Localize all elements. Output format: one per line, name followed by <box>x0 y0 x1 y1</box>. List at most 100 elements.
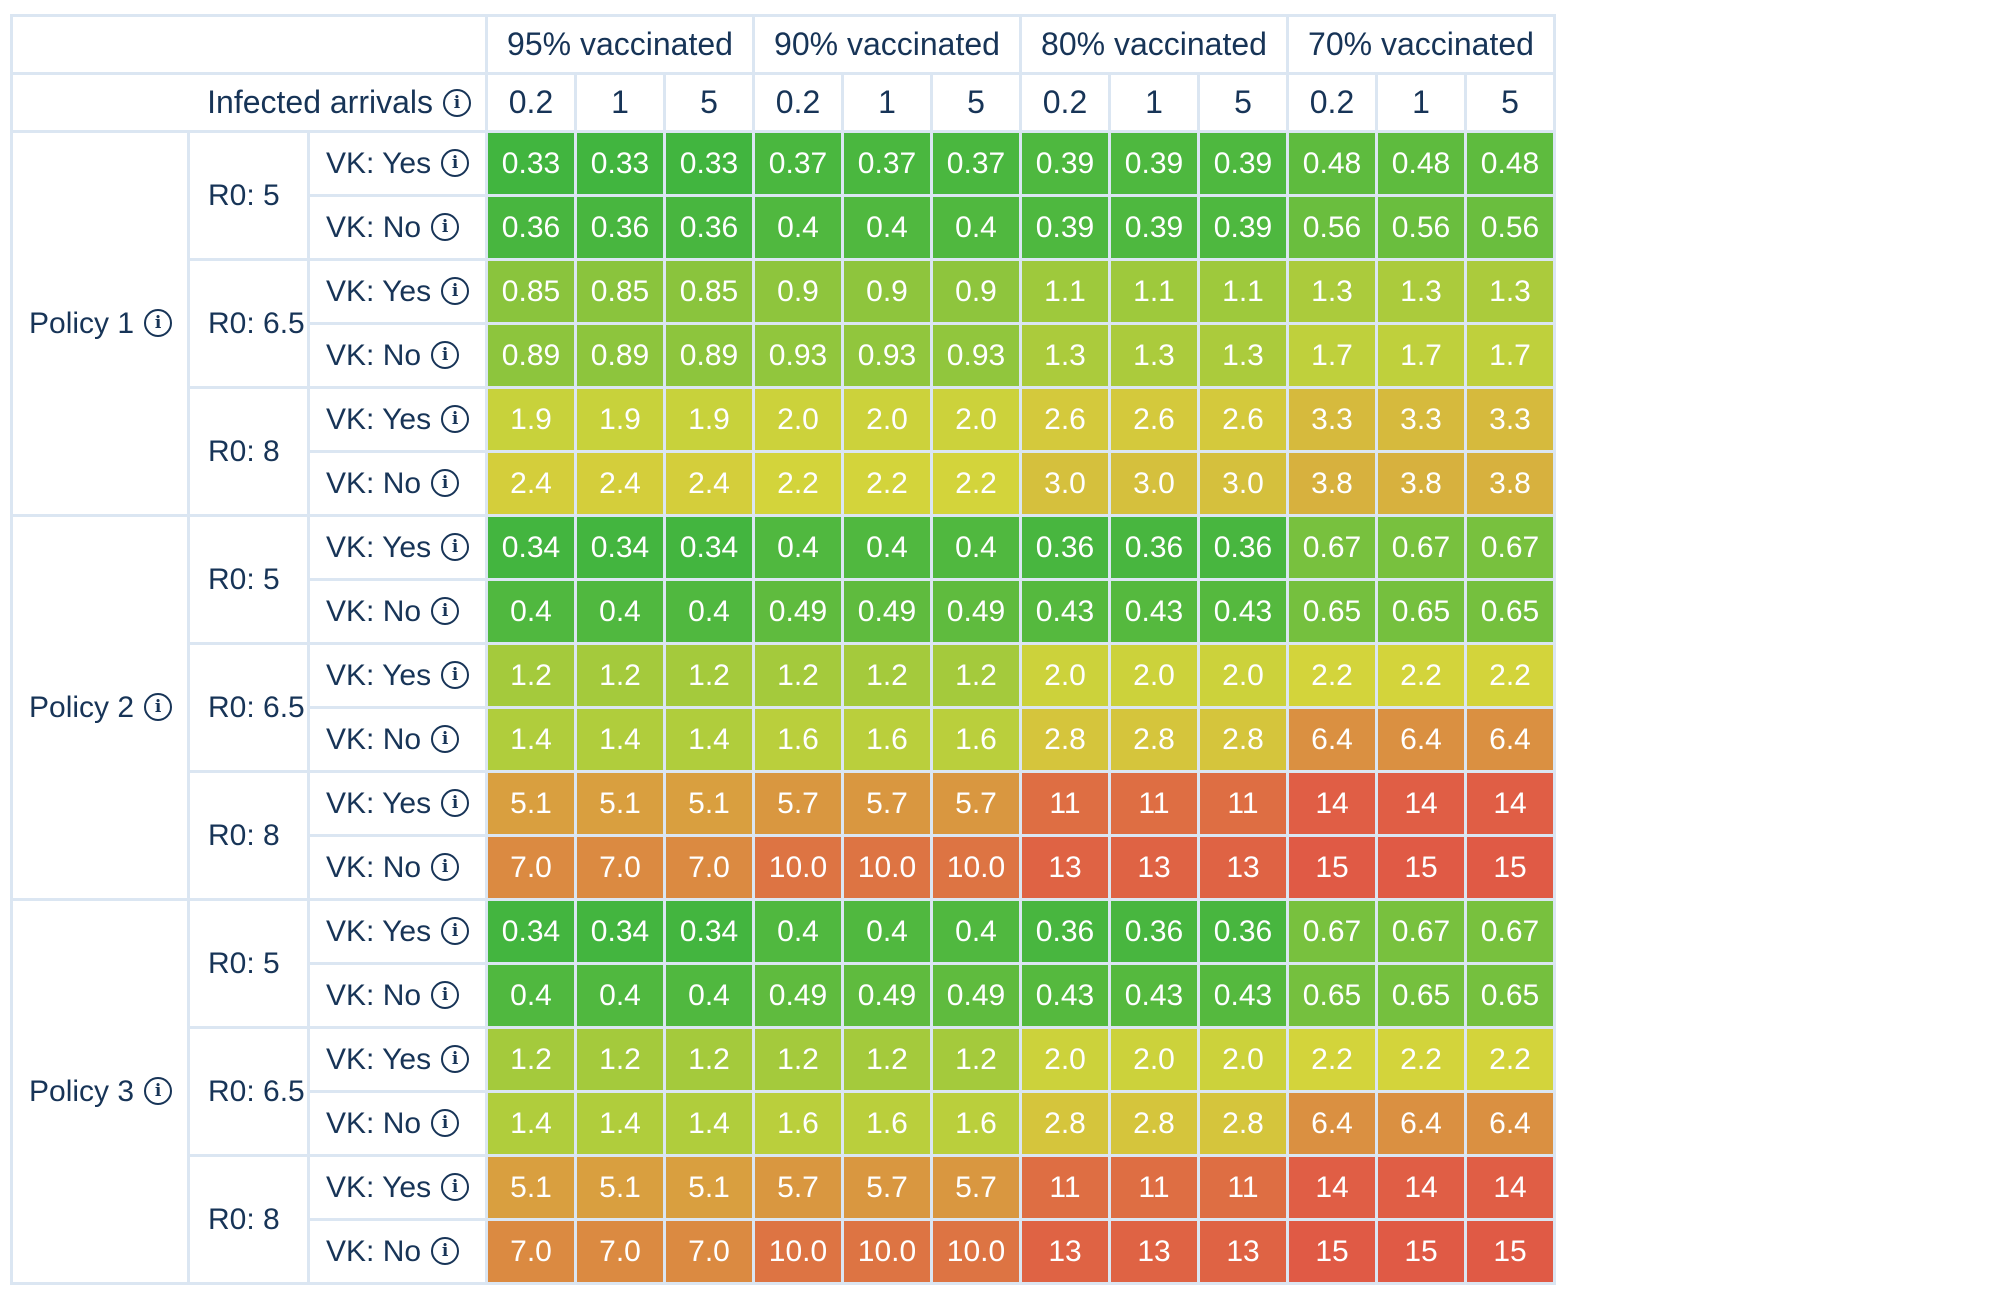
heatmap-cell: 0.34 <box>577 517 663 578</box>
heatmap-cell: 5.1 <box>666 1157 752 1218</box>
heatmap-cell: 0.43 <box>1200 965 1286 1026</box>
vk-label-cell: VK: Yes i <box>310 645 485 706</box>
heatmap-cell: 0.85 <box>488 261 574 322</box>
info-icon[interactable]: i <box>431 340 460 369</box>
info-icon[interactable]: i <box>431 1236 460 1265</box>
heatmap-cell: 6.4 <box>1289 1093 1375 1154</box>
heatmap-cell: 6.4 <box>1378 709 1464 770</box>
heatmap-cell: 0.65 <box>1467 965 1553 1026</box>
info-icon[interactable]: i <box>144 308 173 337</box>
heatmap-cell: 5.7 <box>755 773 841 834</box>
info-icon[interactable]: i <box>431 212 460 241</box>
heatmap-cell: 0.48 <box>1378 133 1464 194</box>
heatmap-cell: 0.48 <box>1467 133 1553 194</box>
heatmap-cell: 3.8 <box>1289 453 1375 514</box>
info-icon[interactable]: i <box>441 148 470 177</box>
heatmap-cell: 1.2 <box>666 1029 752 1090</box>
heatmap-cell: 15 <box>1378 1221 1464 1282</box>
policy-label-cell: Policy 2 i <box>13 517 187 898</box>
infected-arrivals-header: Infected arrivals i <box>13 75 485 130</box>
heatmap-cell: 0.56 <box>1467 197 1553 258</box>
info-icon[interactable]: i <box>441 916 470 945</box>
r0-label: R0: 8 <box>190 389 307 514</box>
heatmap-cell: 0.36 <box>1200 517 1286 578</box>
heatmap-cell: 0.39 <box>1200 133 1286 194</box>
heatmap-cell: 0.4 <box>933 901 1019 962</box>
heatmap-cell: 0.89 <box>577 325 663 386</box>
heatmap-cell: 0.85 <box>666 261 752 322</box>
heatmap-row: VK: No i 0.4 0.4 0.4 0.49 0.49 0.49 0.43 0.43 0.43… <box>13 581 1553 642</box>
vk-label-cell: VK: No i <box>310 325 485 386</box>
heatmap-cell: 1.7 <box>1289 325 1375 386</box>
vk-label: VK: Yes <box>326 530 432 564</box>
heatmap-row: VK: No i 2.4 2.4 2.4 2.2 2.2 2.2 3.0 3.0 3.0 3.8 3.8… <box>13 453 1553 514</box>
r0-label: R0: 5 <box>190 133 307 258</box>
heatmap-cell: 0.36 <box>1022 901 1108 962</box>
heatmap-cell: 0.39 <box>1022 133 1108 194</box>
heatmap-cell: 1.4 <box>488 1093 574 1154</box>
info-icon[interactable]: i <box>441 788 470 817</box>
info-icon[interactable]: i <box>441 532 470 561</box>
heatmap-cell: 0.49 <box>933 965 1019 1026</box>
column-group-header: 70% vaccinated <box>1289 17 1553 72</box>
heatmap-cell: 10.0 <box>933 1221 1019 1282</box>
column-group-header: 80% vaccinated <box>1022 17 1286 72</box>
heatmap-cell: 2.2 <box>1378 1029 1464 1090</box>
heatmap-cell: 0.37 <box>755 133 841 194</box>
info-icon[interactable]: i <box>431 724 460 753</box>
heatmap-cell: 10.0 <box>755 1221 841 1282</box>
heatmap-cell: 13 <box>1200 837 1286 898</box>
heatmap-cell: 2.0 <box>1022 1029 1108 1090</box>
info-icon[interactable]: i <box>431 468 460 497</box>
info-icon[interactable]: i <box>431 980 460 1009</box>
heatmap-cell: 0.43 <box>1022 965 1108 1026</box>
heatmap-cell: 1.6 <box>933 709 1019 770</box>
heatmap-cell: 0.89 <box>666 325 752 386</box>
heatmap-cell: 0.36 <box>1022 517 1108 578</box>
heatmap-cell: 5.1 <box>488 773 574 834</box>
heatmap-cell: 1.2 <box>844 1029 930 1090</box>
heatmap-cell: 1.2 <box>488 1029 574 1090</box>
heatmap-cell: 5.7 <box>844 1157 930 1218</box>
heatmap-cell: 5.7 <box>755 1157 841 1218</box>
heatmap-cell: 0.67 <box>1289 517 1375 578</box>
heatmap-row: R0: 6.5 VK: Yes i 0.85 0.85 0.85 0.9 0.9 0.9 1.1 1… <box>13 261 1553 386</box>
vk-label: VK: No <box>326 210 422 244</box>
vk-label-cell: VK: Yes i <box>310 389 485 450</box>
info-icon[interactable]: i <box>144 1076 173 1105</box>
info-icon[interactable]: i <box>431 596 460 625</box>
heatmap-cell: 2.0 <box>755 389 841 450</box>
heatmap-cell: 5.1 <box>488 1157 574 1218</box>
heatmap-cell: 1.3 <box>1467 261 1553 322</box>
info-icon[interactable]: i <box>441 1044 470 1073</box>
info-icon[interactable]: i <box>441 660 470 689</box>
heatmap-cell: 7.0 <box>577 837 663 898</box>
heatmap-cell: 0.4 <box>488 965 574 1026</box>
info-icon[interactable]: i <box>144 692 173 721</box>
heatmap-cell: 1.2 <box>755 1029 841 1090</box>
heatmap-cell: 0.93 <box>844 325 930 386</box>
heatmap-cell: 0.67 <box>1467 517 1553 578</box>
info-icon[interactable]: i <box>441 404 470 433</box>
vk-label: VK: No <box>326 1106 422 1140</box>
heatmap-cell: 0.65 <box>1467 581 1553 642</box>
info-icon[interactable]: i <box>431 1108 460 1137</box>
heatmap-cell: 0.9 <box>933 261 1019 322</box>
heatmap-cell: 0.43 <box>1022 581 1108 642</box>
info-icon[interactable]: i <box>441 1172 470 1201</box>
heatmap-cell: 2.0 <box>1111 645 1197 706</box>
heatmap-cell: 1.4 <box>577 1093 663 1154</box>
info-icon[interactable]: i <box>441 276 470 305</box>
heatmap-cell: 3.0 <box>1022 453 1108 514</box>
heatmap-row: Policy 1 i R0: 5 VK: Yes i 0.33 0.33 0.33 0.37 0.… <box>13 133 1553 514</box>
vk-label: VK: Yes <box>326 274 432 308</box>
policy-label-cell: Policy 3 i <box>13 901 187 1282</box>
info-icon[interactable]: i <box>431 852 460 881</box>
heatmap-cell: 0.65 <box>1289 965 1375 1026</box>
vk-label: VK: Yes <box>326 1170 432 1204</box>
heatmap-cell: 0.43 <box>1200 581 1286 642</box>
heatmap-cell: 2.6 <box>1200 389 1286 450</box>
heatmap-cell: 13 <box>1022 837 1108 898</box>
vk-label-cell: VK: Yes i <box>310 517 485 578</box>
info-icon[interactable]: i <box>443 88 471 117</box>
